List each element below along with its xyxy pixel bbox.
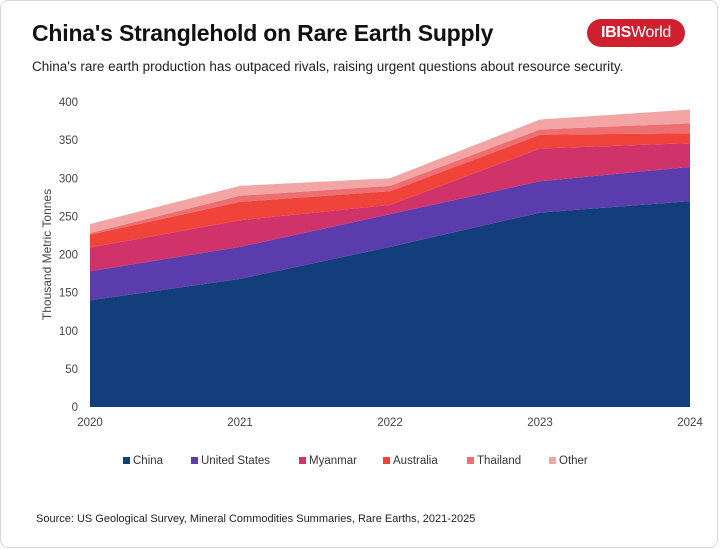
- logo-text-bold: IBIS: [601, 24, 631, 41]
- legend-label: China: [133, 455, 164, 467]
- x-tick-label: 2021: [227, 417, 253, 429]
- ibisworld-logo[interactable]: IBISWorld: [587, 19, 685, 47]
- x-tick-label: 2024: [677, 417, 703, 429]
- y-tick-label: 300: [59, 173, 78, 185]
- area-other: [90, 109, 690, 234]
- y-tick-label: 250: [59, 211, 78, 223]
- legend-label: Myanmar: [309, 455, 357, 467]
- legend-swatch: [191, 457, 198, 464]
- x-tick-label: 2023: [527, 417, 553, 429]
- y-tick-label: 150: [59, 288, 78, 300]
- page-subtitle: China's rare earth production has outpac…: [32, 59, 624, 74]
- logo-text-rest: World: [630, 24, 671, 41]
- y-axis-title: Thousand Metric Tonnes: [40, 189, 54, 320]
- area-australia: [90, 133, 690, 248]
- y-tick-label: 50: [65, 364, 78, 376]
- y-tick-label: 100: [59, 326, 78, 338]
- source-note: Source: US Geological Survey, Mineral Co…: [36, 513, 476, 525]
- area-myanmar: [90, 143, 690, 272]
- legend-label: Other: [559, 455, 588, 467]
- y-tick-label: 200: [59, 250, 78, 262]
- legend-swatch: [467, 457, 474, 464]
- legend-label: Thailand: [477, 455, 521, 467]
- x-tick-label: 2022: [377, 417, 403, 429]
- legend-swatch: [549, 457, 556, 464]
- page-title: China's Stranglehold on Rare Earth Suppl…: [32, 20, 494, 46]
- y-tick-label: 350: [59, 135, 78, 147]
- area-china: [90, 201, 690, 407]
- legend-swatch: [383, 457, 390, 464]
- stacked-area-chart: 0 50 100 150 200 250 300 350 400 2020 2021 2022 2023…: [40, 97, 703, 467]
- legend-label: United States: [201, 455, 270, 467]
- legend-swatch: [299, 457, 306, 464]
- legend-swatch: [123, 457, 130, 464]
- x-tick-label: 2020: [77, 417, 103, 429]
- legend-label: Australia: [393, 455, 438, 467]
- area-united-states: [90, 166, 690, 301]
- y-tick-label: 400: [59, 97, 78, 109]
- y-tick-label: 0: [72, 402, 78, 414]
